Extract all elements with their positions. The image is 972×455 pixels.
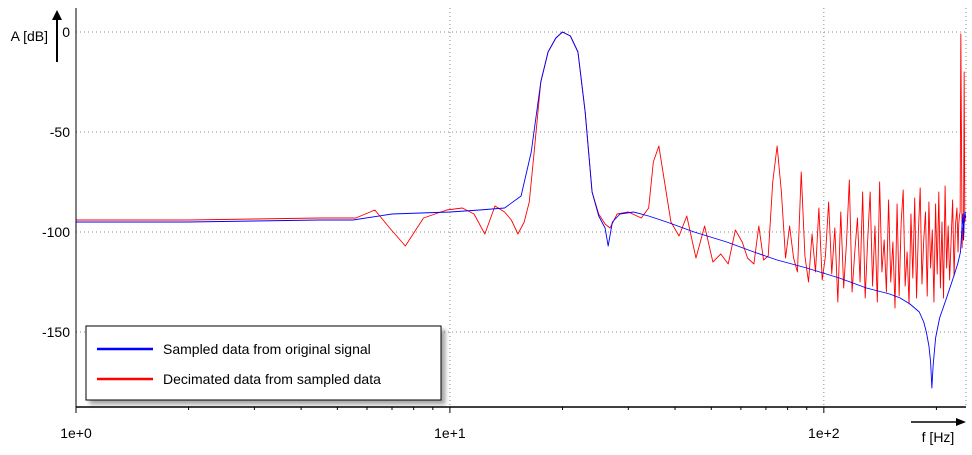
y-axis-label-group: A [dB]	[11, 10, 62, 62]
y-ticks: 0 -50 -100 -150	[42, 24, 70, 340]
series-line-sampled	[76, 31, 966, 389]
x-axis-arrow-icon	[956, 418, 966, 426]
x-axis-label: f [Hz]	[922, 429, 955, 445]
y-axis-label: A [dB]	[11, 28, 48, 44]
legend-box	[85, 325, 442, 401]
legend: Sampled data from original signal Decima…	[85, 325, 442, 401]
y-tick-label: -150	[42, 324, 70, 340]
legend-label-decimated: Decimated data from sampled data	[163, 371, 381, 387]
x-tick-label: 1e+0	[60, 425, 92, 441]
x-axis-label-group: f [Hz]	[911, 418, 966, 445]
y-tick-label: 0	[62, 24, 70, 40]
x-tick-label: 1e+2	[808, 425, 840, 441]
x-tick-label: 1e+1	[434, 425, 466, 441]
y-axis-arrow-icon	[52, 10, 62, 20]
legend-label-sampled: Sampled data from original signal	[163, 341, 371, 357]
x-ticks: 1e+0 1e+1 1e+2	[60, 407, 937, 441]
y-tick-label: -50	[50, 124, 70, 140]
y-tick-label: -100	[42, 224, 70, 240]
series-layer	[76, 31, 966, 389]
